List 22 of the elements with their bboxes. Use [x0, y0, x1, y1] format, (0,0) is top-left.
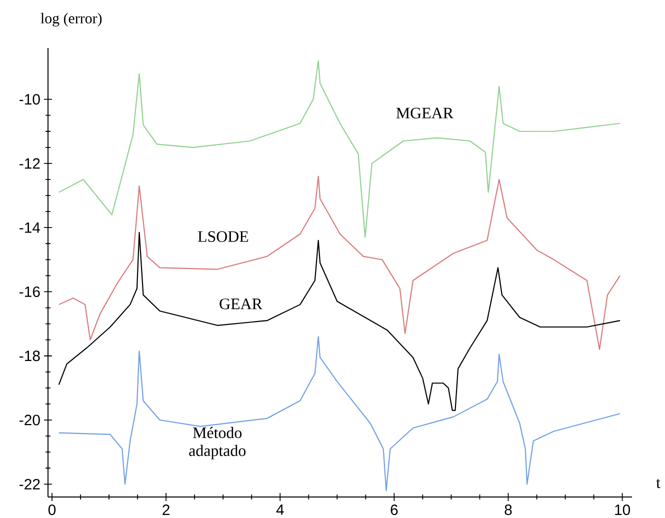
x-tick-label: 0	[48, 504, 56, 515]
line-series	[58, 336, 621, 491]
y-tick-label: -18	[20, 350, 40, 361]
y-tick-label: -14	[20, 222, 40, 233]
x-tick-label: 10	[615, 504, 630, 515]
y-tick-label: -10	[20, 94, 40, 104]
x-tick-label: 8	[504, 504, 512, 515]
x-tick-label: 2	[162, 504, 170, 515]
series-label: LSODE	[198, 231, 248, 242]
y-tick-label: -20	[20, 414, 40, 426]
series-label: GEAR	[220, 298, 262, 310]
series-label: Método adaptado	[189, 426, 246, 460]
y-tick-label: -12	[20, 158, 40, 168]
series-label: MGEAR	[396, 108, 454, 118]
y-tick-label: -22	[20, 478, 40, 490]
y-tick-label: -16	[20, 286, 40, 297]
line-series	[58, 232, 621, 411]
y-axis-title: log (error)	[40, 12, 102, 26]
x-tick-label: 4	[276, 504, 284, 515]
x-axis-title: t	[656, 478, 660, 488]
x-tick-label: 6	[390, 504, 398, 515]
line-series	[58, 176, 621, 350]
